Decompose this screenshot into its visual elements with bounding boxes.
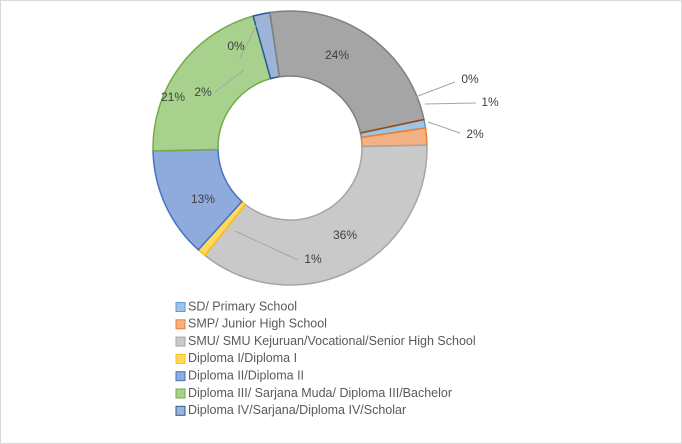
legend-swatch (175, 388, 186, 399)
data-label: 2% (466, 127, 484, 141)
leader-line (234, 230, 299, 261)
data-label: 1% (304, 252, 322, 266)
leader-line (214, 69, 245, 93)
legend-label: SMP/ Junior High School (188, 317, 327, 331)
leader-line (239, 21, 259, 59)
data-label: 0% (461, 72, 479, 86)
legend-swatch (175, 319, 186, 330)
legend-swatch (175, 302, 186, 312)
legend-label: SD/ Primary School (188, 299, 297, 313)
donut-slice (152, 15, 272, 152)
legend-label: Diploma I/Diploma I (188, 351, 297, 365)
legend-label: Diploma III/ Sarjana Muda/ Diploma III/B… (188, 386, 452, 400)
legend-label: Diploma II/Diploma II (188, 368, 304, 382)
data-label: 36% (333, 228, 357, 242)
data-label: 1% (481, 95, 499, 109)
leader-line (427, 121, 461, 134)
leader-line (424, 102, 477, 105)
donut-slice (203, 144, 428, 286)
legend-label: Diploma IV/Sarjana/Diploma IV/Scholar (188, 403, 406, 417)
legend-label: SMU/ SMU Kejuruan/Vocational/Senior High… (188, 334, 476, 348)
data-label: 2% (194, 85, 212, 99)
legend-swatch (175, 405, 186, 416)
legend-swatch (175, 336, 186, 347)
leader-line (359, 81, 456, 119)
donut-slice (269, 10, 425, 134)
data-label: 13% (191, 192, 215, 206)
legend-swatch (175, 353, 186, 364)
donut-slice (360, 118, 425, 134)
data-label: 0% (227, 39, 245, 53)
data-label: 24% (325, 48, 349, 62)
legend-swatch (175, 371, 186, 382)
data-label: 21% (161, 90, 185, 104)
